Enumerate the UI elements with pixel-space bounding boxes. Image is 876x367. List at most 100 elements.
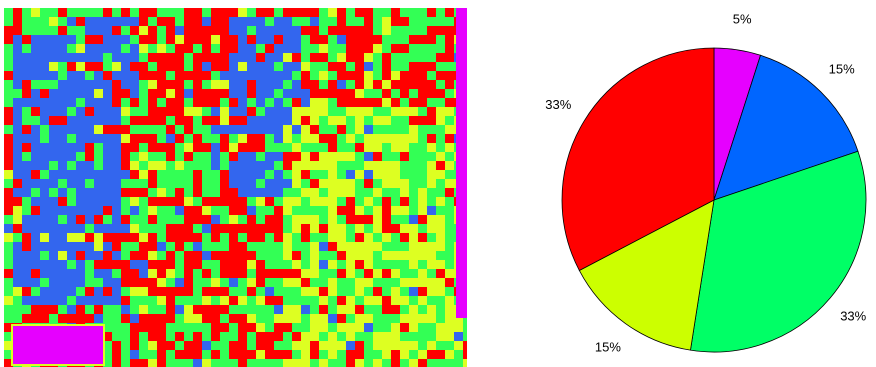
map-cell [310,350,319,359]
map-cell [40,35,49,44]
map-cell [418,197,427,206]
map-cell [247,206,256,215]
map-cell [301,341,310,350]
map-cell [85,62,94,71]
map-cell [283,71,292,80]
map-cell [346,179,355,188]
map-cell [40,134,49,143]
map-cell [337,350,346,359]
map-cell [301,359,310,367]
map-cell [193,161,202,170]
map-cell [373,62,382,71]
map-cell [76,197,85,206]
map-cell [301,278,310,287]
map-cell [148,44,157,53]
map-cell [310,44,319,53]
map-cell [229,296,238,305]
map-cell [301,206,310,215]
map-cell [391,287,400,296]
map-cell [4,152,13,161]
map-cell [175,260,184,269]
map-cell [202,170,211,179]
map-cell [292,8,301,17]
map-cell [337,161,346,170]
map-cell [355,206,364,215]
map-cell [427,107,436,116]
map-cell [94,233,103,242]
map-cell [211,125,220,134]
map-cell [346,89,355,98]
map-cell [157,269,166,278]
map-cell [238,242,247,251]
map-cell [40,107,49,116]
map-cell [418,305,427,314]
map-cell [229,143,238,152]
map-cell [58,278,67,287]
map-cell [319,17,328,26]
map-cell [148,287,157,296]
map-cell [112,35,121,44]
map-cell [265,125,274,134]
map-cell [130,152,139,161]
map-cell [130,89,139,98]
map-cell [373,341,382,350]
map-cell [220,215,229,224]
map-cell [58,206,67,215]
map-cell [292,260,301,269]
map-cell [130,44,139,53]
map-cell [4,143,13,152]
map-cell [445,215,454,224]
map-cell [193,332,202,341]
map-cell [193,35,202,44]
map-cell [166,260,175,269]
map-cell [13,278,22,287]
map-cell [103,242,112,251]
map-cell [238,323,247,332]
map-cell [157,161,166,170]
map-cell [337,314,346,323]
map-cell [175,179,184,188]
map-cell [274,89,283,98]
map-cell [283,242,292,251]
map-cell [319,323,328,332]
map-cell [346,53,355,62]
map-cell [427,53,436,62]
map-cell [58,152,67,161]
map-cell [427,296,436,305]
map-cell [283,53,292,62]
map-cell [202,242,211,251]
map-cell [31,233,40,242]
map-cell [373,143,382,152]
map-cell [229,179,238,188]
map-cell [382,179,391,188]
map-cell [166,332,175,341]
map-cell [202,62,211,71]
map-cell [13,215,22,224]
map-cell [220,98,229,107]
map-cell [22,170,31,179]
map-cell [355,152,364,161]
map-cell [229,314,238,323]
map-cell [4,269,13,278]
map-cell [31,62,40,71]
map-cell [355,350,364,359]
map-cell [328,179,337,188]
map-cell [130,35,139,44]
map-cell [130,350,139,359]
map-cell [220,116,229,125]
map-cell [238,296,247,305]
map-cell [157,143,166,152]
map-cell [346,251,355,260]
map-cell [22,53,31,62]
map-cell [310,116,319,125]
map-cell [373,107,382,116]
map-cell [247,188,256,197]
map-cell [400,314,409,323]
map-cell [328,116,337,125]
map-cell [148,116,157,125]
map-cell [148,224,157,233]
map-cell [76,71,85,80]
map-cell [373,170,382,179]
map-cell [400,215,409,224]
map-cell [139,170,148,179]
